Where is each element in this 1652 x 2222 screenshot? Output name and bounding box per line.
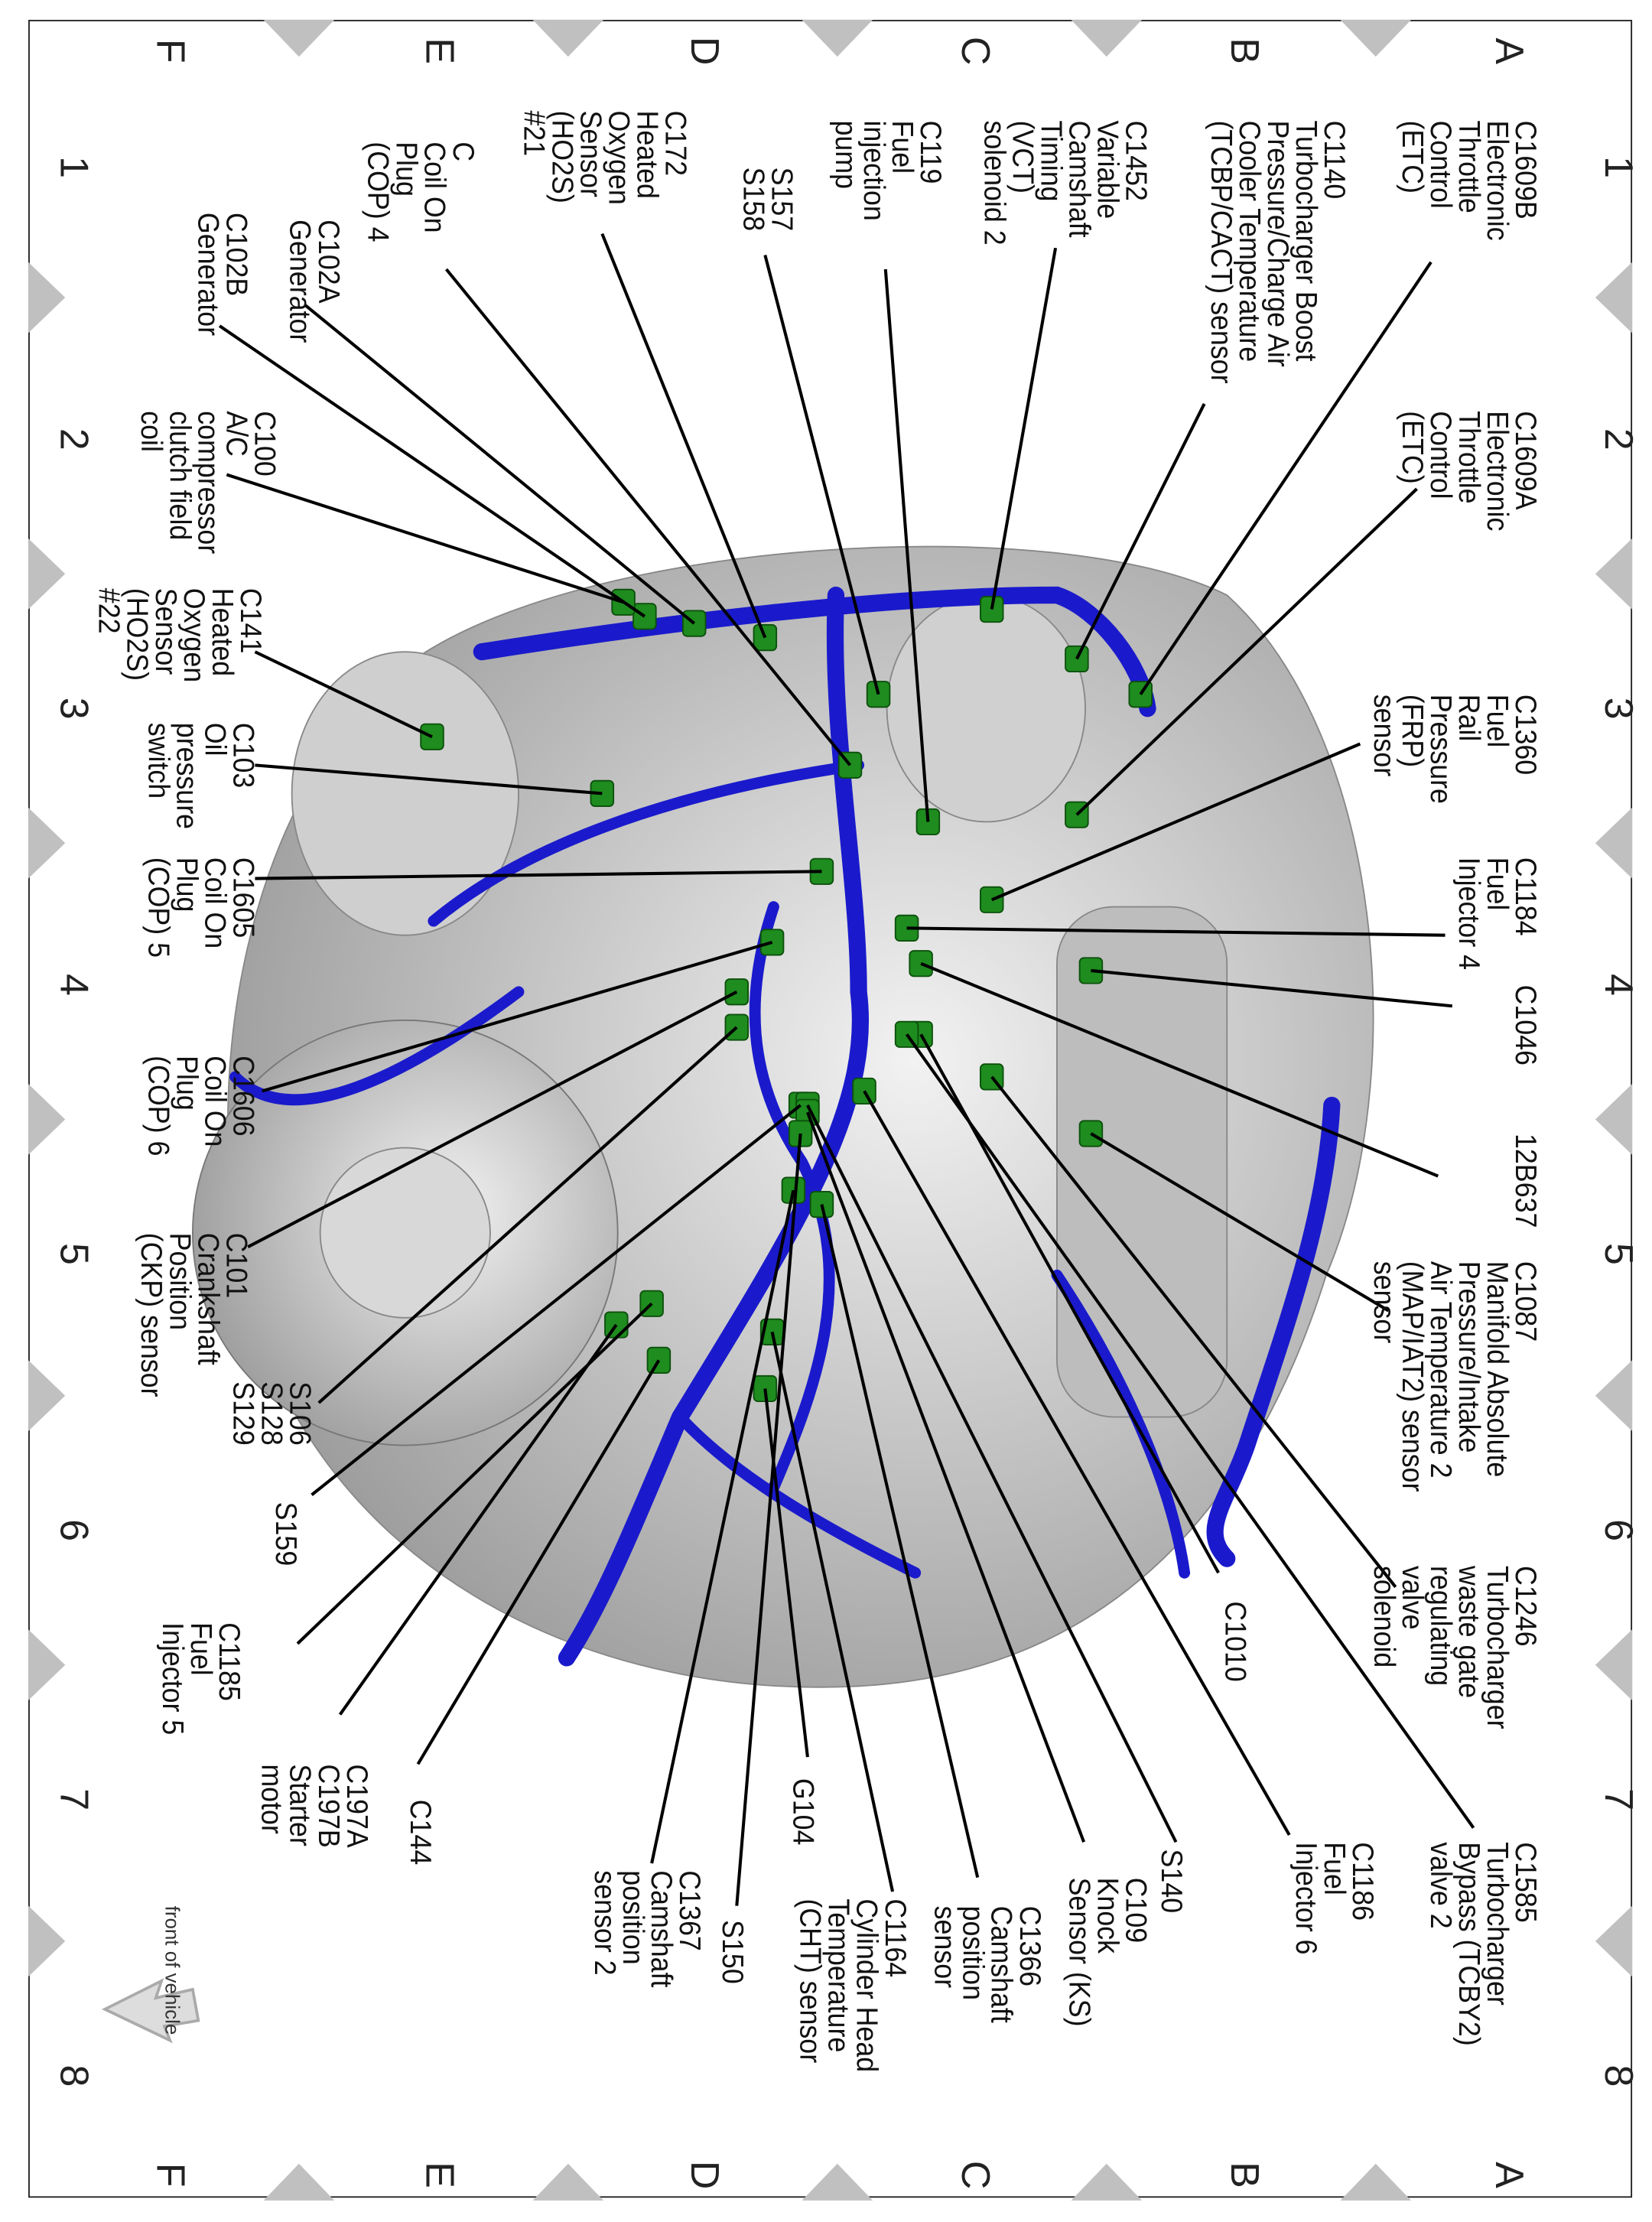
grid-marker [28,1905,66,1977]
leader-line-c197a [338,1323,618,1716]
grid-marker [1595,538,1633,610]
grid-marker [263,19,335,57]
grid-marker [1340,19,1412,57]
leader-line-c1367 [650,1189,795,1864]
leader-line-c1087 [1090,1132,1390,1313]
leader-line-c1186 [863,1090,1291,1836]
grid-marker [263,2163,335,2201]
grid-marker [802,19,873,57]
wire-harness [428,759,865,927]
wire-harness [1051,1269,1191,1579]
leader-line-c1164 [770,1331,895,1892]
leader-line-c1140 [1075,403,1206,660]
grid-marker [28,1360,66,1432]
wire-harness [674,1411,922,1579]
leader-line-c119 [883,268,930,822]
leader-line-c100 [226,473,624,604]
leader-line-c1366 [820,1204,980,1879]
leader-line-c172 [600,233,767,639]
grid-marker [1595,1905,1633,1977]
wire-harness [229,986,525,1106]
leader-line-s106 [317,1026,738,1404]
generator [291,651,519,936]
connector-c144 [646,1346,672,1374]
grid-marker [1071,2163,1143,2201]
wire-harness [558,586,870,1667]
leader-line-c1184 [906,926,1446,937]
wire-harness [1206,1096,1341,1567]
grid-marker [1595,1629,1633,1700]
grid-marker [1595,807,1633,879]
leader-line-c102b [218,324,646,618]
leader-line-g104 [763,1388,809,1758]
grid-marker [1595,262,1633,333]
grid-marker [28,1629,66,1700]
grid-marker [1340,2163,1412,2201]
leader-line-c1585 [905,1033,1475,1829]
grid-marker [532,19,604,57]
leader-line-s140 [806,1104,1178,1843]
grid-marker [532,2163,604,2201]
leader-line-c1606 [262,940,773,1093]
grid-marker [1071,19,1143,57]
grid-marker [28,538,66,610]
connector-c1360 [979,886,1004,913]
leader-line-c102a [303,303,696,625]
leader-line-c141 [254,650,433,739]
grid-marker [28,807,66,879]
connector-c1452 [979,595,1004,623]
leader-line-c101 [247,990,738,1249]
leader-line-c1452 [990,247,1058,610]
leader-line-s150 [735,1133,802,1906]
grid-marker [28,1084,66,1155]
wire-harness [749,901,835,1494]
leader-line-c1609b [1139,261,1432,695]
leader-line-c103 [255,763,603,795]
leader-line-c1360 [990,742,1361,902]
leader-line-c1246 [990,1075,1397,1589]
leader-line-c109 [806,1111,1086,1843]
grid-marker [802,2163,873,2201]
leader-line-c1609a [1075,487,1418,816]
leader-line-c1605 [255,870,822,880]
leader-line-c144 [416,1359,661,1765]
front-of-vehicle-label: front of vehicle [161,1905,184,2035]
grid-marker [28,262,66,333]
wire-harness [473,586,1156,717]
grid-marker [1595,1084,1633,1155]
leader-line-c [444,268,852,766]
leader-line-s157 [763,254,880,695]
leader-line-c1046 [1091,968,1452,1008]
leader-line-12b637 [920,961,1439,1178]
leader-line-s159 [311,1104,802,1496]
grid-marker [1595,1360,1633,1432]
